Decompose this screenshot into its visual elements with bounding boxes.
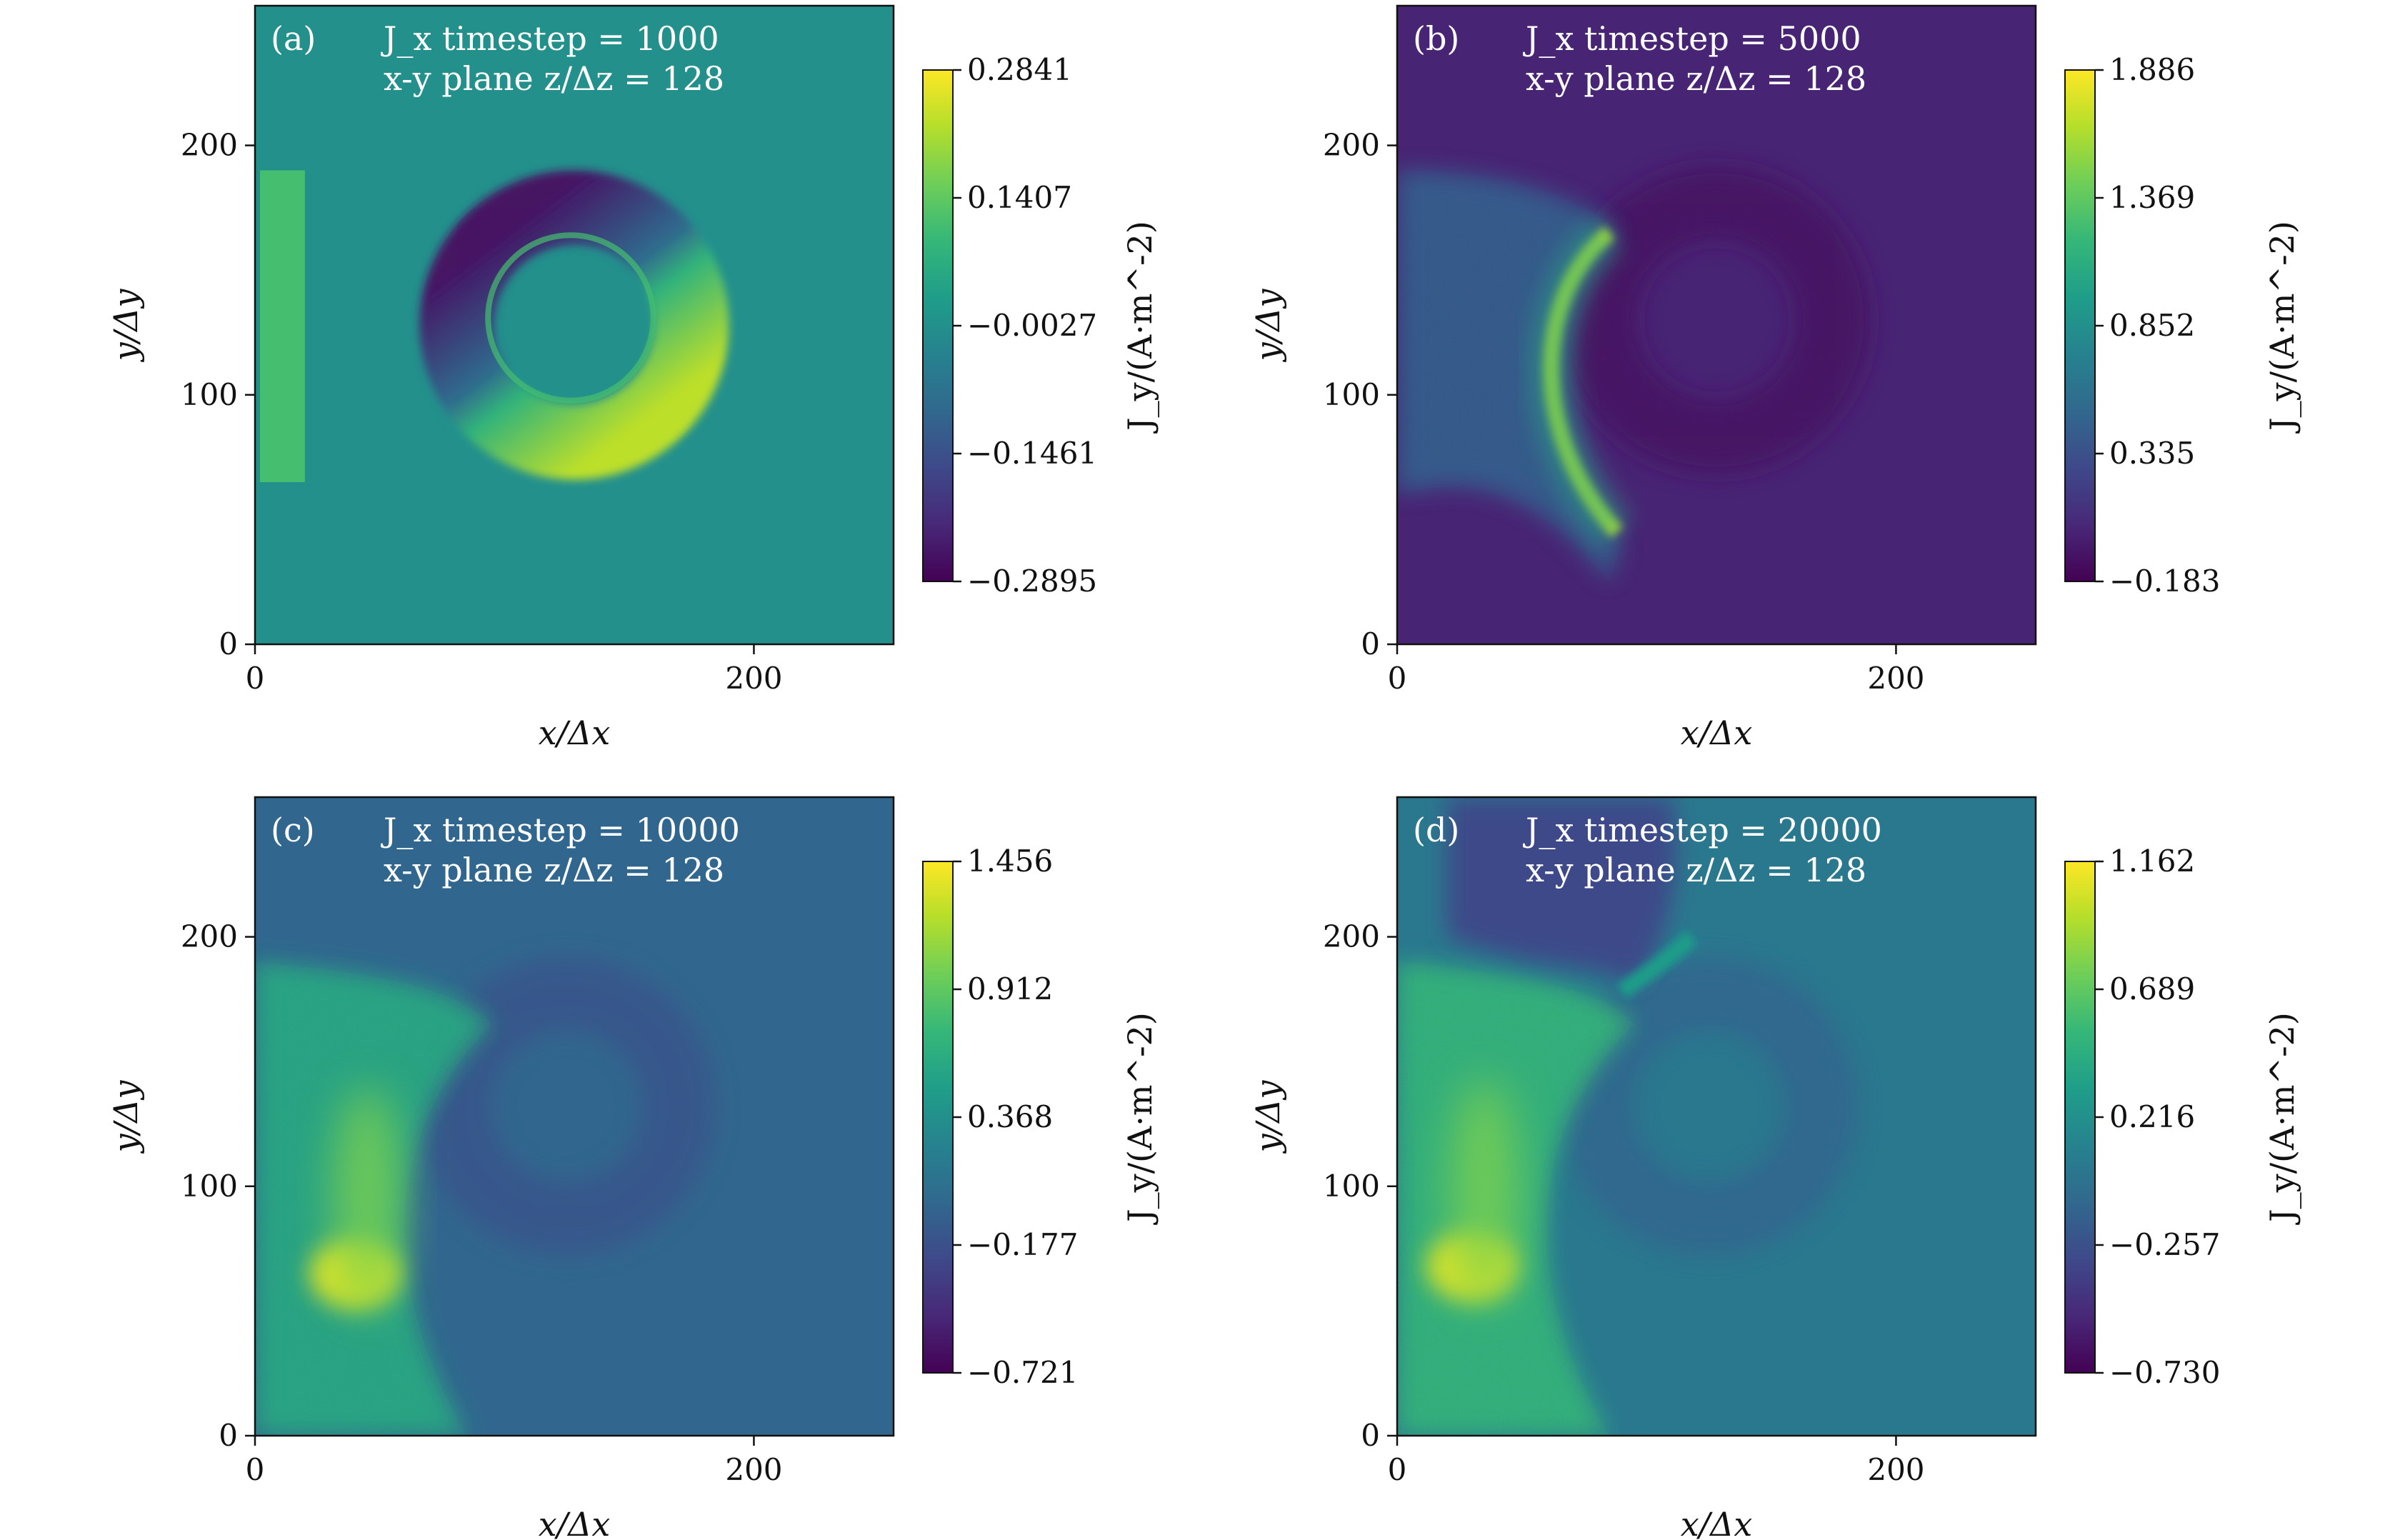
- colorbar-tick-label: 1.886: [2109, 52, 2195, 87]
- panel-subtitle: x-y plane z/Δz = 128: [1526, 851, 1866, 889]
- colorbar: 1.162 0.689 0.216 −0.257 −0.730 J_y/(A·m^-2): [2064, 844, 2301, 1390]
- colorbar-tick-label: 0.852: [2109, 308, 2195, 343]
- y-tick-label: 100: [1323, 377, 1380, 412]
- heatmap-feature-hotspot: [309, 1086, 403, 1311]
- y-tick-label: 100: [181, 377, 238, 412]
- heatmap-field: [255, 797, 894, 1436]
- heatmap-feature-hotspot: [1426, 1079, 1520, 1304]
- heatmap-field: [1397, 6, 2036, 644]
- colorbar-tick-label: −0.721: [967, 1355, 1078, 1390]
- colorbar-label: J_y/(A·m^-2): [2263, 1012, 2301, 1225]
- colorbar-label: J_y/(A·m^-2): [1121, 1012, 1159, 1225]
- y-tick-label: 0: [1361, 626, 1380, 661]
- y-axis-label: y/Δy: [1249, 289, 1287, 363]
- x-tick-label: 0: [1388, 1452, 1407, 1487]
- y-axis-label: y/Δy: [106, 1080, 145, 1154]
- plot-frame: [254, 796, 895, 1437]
- colorbar-gradient: [922, 861, 954, 1374]
- colorbar: 1.886 1.369 0.852 0.335 −0.183 J_y/(A·m^-2): [2064, 52, 2301, 599]
- colorbar-tick-label: −0.1461: [967, 436, 1097, 471]
- plot-frame: [1396, 4, 2037, 646]
- panel-label: (c): [271, 811, 315, 849]
- colorbar: 0.2841 0.1407 −0.0027 −0.1461 −0.2895 J_y/(A·…: [922, 52, 1159, 599]
- y-tick-label: 200: [1323, 128, 1380, 163]
- heatmap-feature-ring: [419, 170, 729, 480]
- colorbar-tick-label: 0.368: [967, 1099, 1053, 1134]
- colorbar-tick-label: 1.369: [2109, 180, 2195, 215]
- x-tick-label: 0: [246, 1452, 265, 1487]
- heatmap-feature-top_dark: [1446, 797, 1676, 987]
- colorbar-tick-label: −0.183: [2109, 564, 2220, 599]
- heatmap-field: [1397, 797, 2036, 1436]
- colorbar-label: J_y/(A·m^-2): [1121, 221, 1159, 434]
- colorbar-gradient: [922, 69, 954, 582]
- colorbar-tick-label: 0.335: [2109, 436, 2195, 471]
- colorbar-tick-label: −0.257: [2109, 1227, 2220, 1262]
- heatmap-feature-ring: [416, 956, 717, 1256]
- colorbar: 1.456 0.912 0.368 −0.177 −0.721 J_y/(A·m^-2): [922, 844, 1159, 1390]
- heatmap-background: [255, 6, 894, 644]
- y-tick-label: 0: [1361, 1418, 1380, 1453]
- y-axis-label: y/Δy: [1249, 1080, 1287, 1154]
- x-tick-label: 200: [1867, 1452, 1924, 1487]
- colorbar-gradient: [2064, 69, 2096, 582]
- heatmap-feature-strip: [259, 170, 305, 483]
- heatmap-feature-arc: [1529, 216, 1633, 546]
- x-tick-label: 200: [725, 661, 782, 696]
- panel-title: J_x timestep = 10000: [381, 811, 740, 849]
- x-axis-label: x/Δx: [539, 714, 611, 752]
- x-tick-label: 200: [725, 1452, 782, 1487]
- colorbar-tick-label: 1.162: [2109, 844, 2195, 879]
- colorbar-tick-label: −0.177: [967, 1227, 1078, 1262]
- heatmap-field: [255, 6, 894, 644]
- plot-frame: [1396, 796, 2037, 1437]
- x-tick-label: 0: [246, 661, 265, 696]
- colorbar-gradient: [2064, 861, 2096, 1374]
- panel-label: (a): [271, 19, 316, 58]
- y-tick-label: 200: [181, 919, 238, 954]
- colorbar-tick-label: −0.2895: [967, 564, 1097, 599]
- plot-frame: [254, 4, 895, 646]
- y-axis-label: y/Δy: [106, 289, 145, 363]
- y-tick-label: 0: [219, 626, 238, 661]
- x-axis-label: x/Δx: [539, 1505, 611, 1540]
- y-tick-label: 0: [219, 1418, 238, 1453]
- colorbar-tick-label: 0.912: [967, 971, 1053, 1006]
- panel-subtitle: x-y plane z/Δz = 128: [384, 851, 724, 889]
- x-axis-label: x/Δx: [1681, 714, 1753, 752]
- panel-label: (b): [1413, 19, 1459, 58]
- y-tick-label: 100: [181, 1169, 238, 1204]
- panel-label: (d): [1413, 811, 1459, 849]
- panel-title: J_x timestep = 5000: [1523, 19, 1861, 58]
- colorbar-tick-label: 0.689: [2109, 971, 2195, 1006]
- heatmap-feature-ring: [1559, 956, 1859, 1256]
- colorbar-tick-label: −0.730: [2109, 1355, 2220, 1390]
- heatmap-feature-ring: [1561, 165, 1871, 475]
- colorbar-tick-label: −0.0027: [967, 308, 1097, 343]
- panel-subtitle: x-y plane z/Δz = 128: [1526, 59, 1866, 98]
- heatmap-feature-jet: [1616, 931, 1698, 999]
- panel-subtitle: x-y plane z/Δz = 128: [384, 59, 724, 98]
- colorbar-tick-label: 0.2841: [967, 52, 1072, 87]
- colorbar-tick-label: 0.216: [2109, 1099, 2195, 1134]
- x-axis-label: x/Δx: [1681, 1505, 1753, 1540]
- x-tick-label: 0: [1388, 661, 1407, 696]
- y-tick-label: 100: [1323, 1169, 1380, 1204]
- panel-title: J_x timestep = 1000: [381, 19, 719, 58]
- colorbar-label: J_y/(A·m^-2): [2263, 221, 2301, 434]
- panel-title: J_x timestep = 20000: [1523, 811, 1882, 849]
- x-tick-label: 200: [1867, 661, 1924, 696]
- colorbar-tick-label: 0.1407: [967, 180, 1072, 215]
- y-tick-label: 200: [181, 128, 238, 163]
- colorbar-tick-label: 1.456: [967, 844, 1053, 879]
- y-tick-label: 200: [1323, 919, 1380, 954]
